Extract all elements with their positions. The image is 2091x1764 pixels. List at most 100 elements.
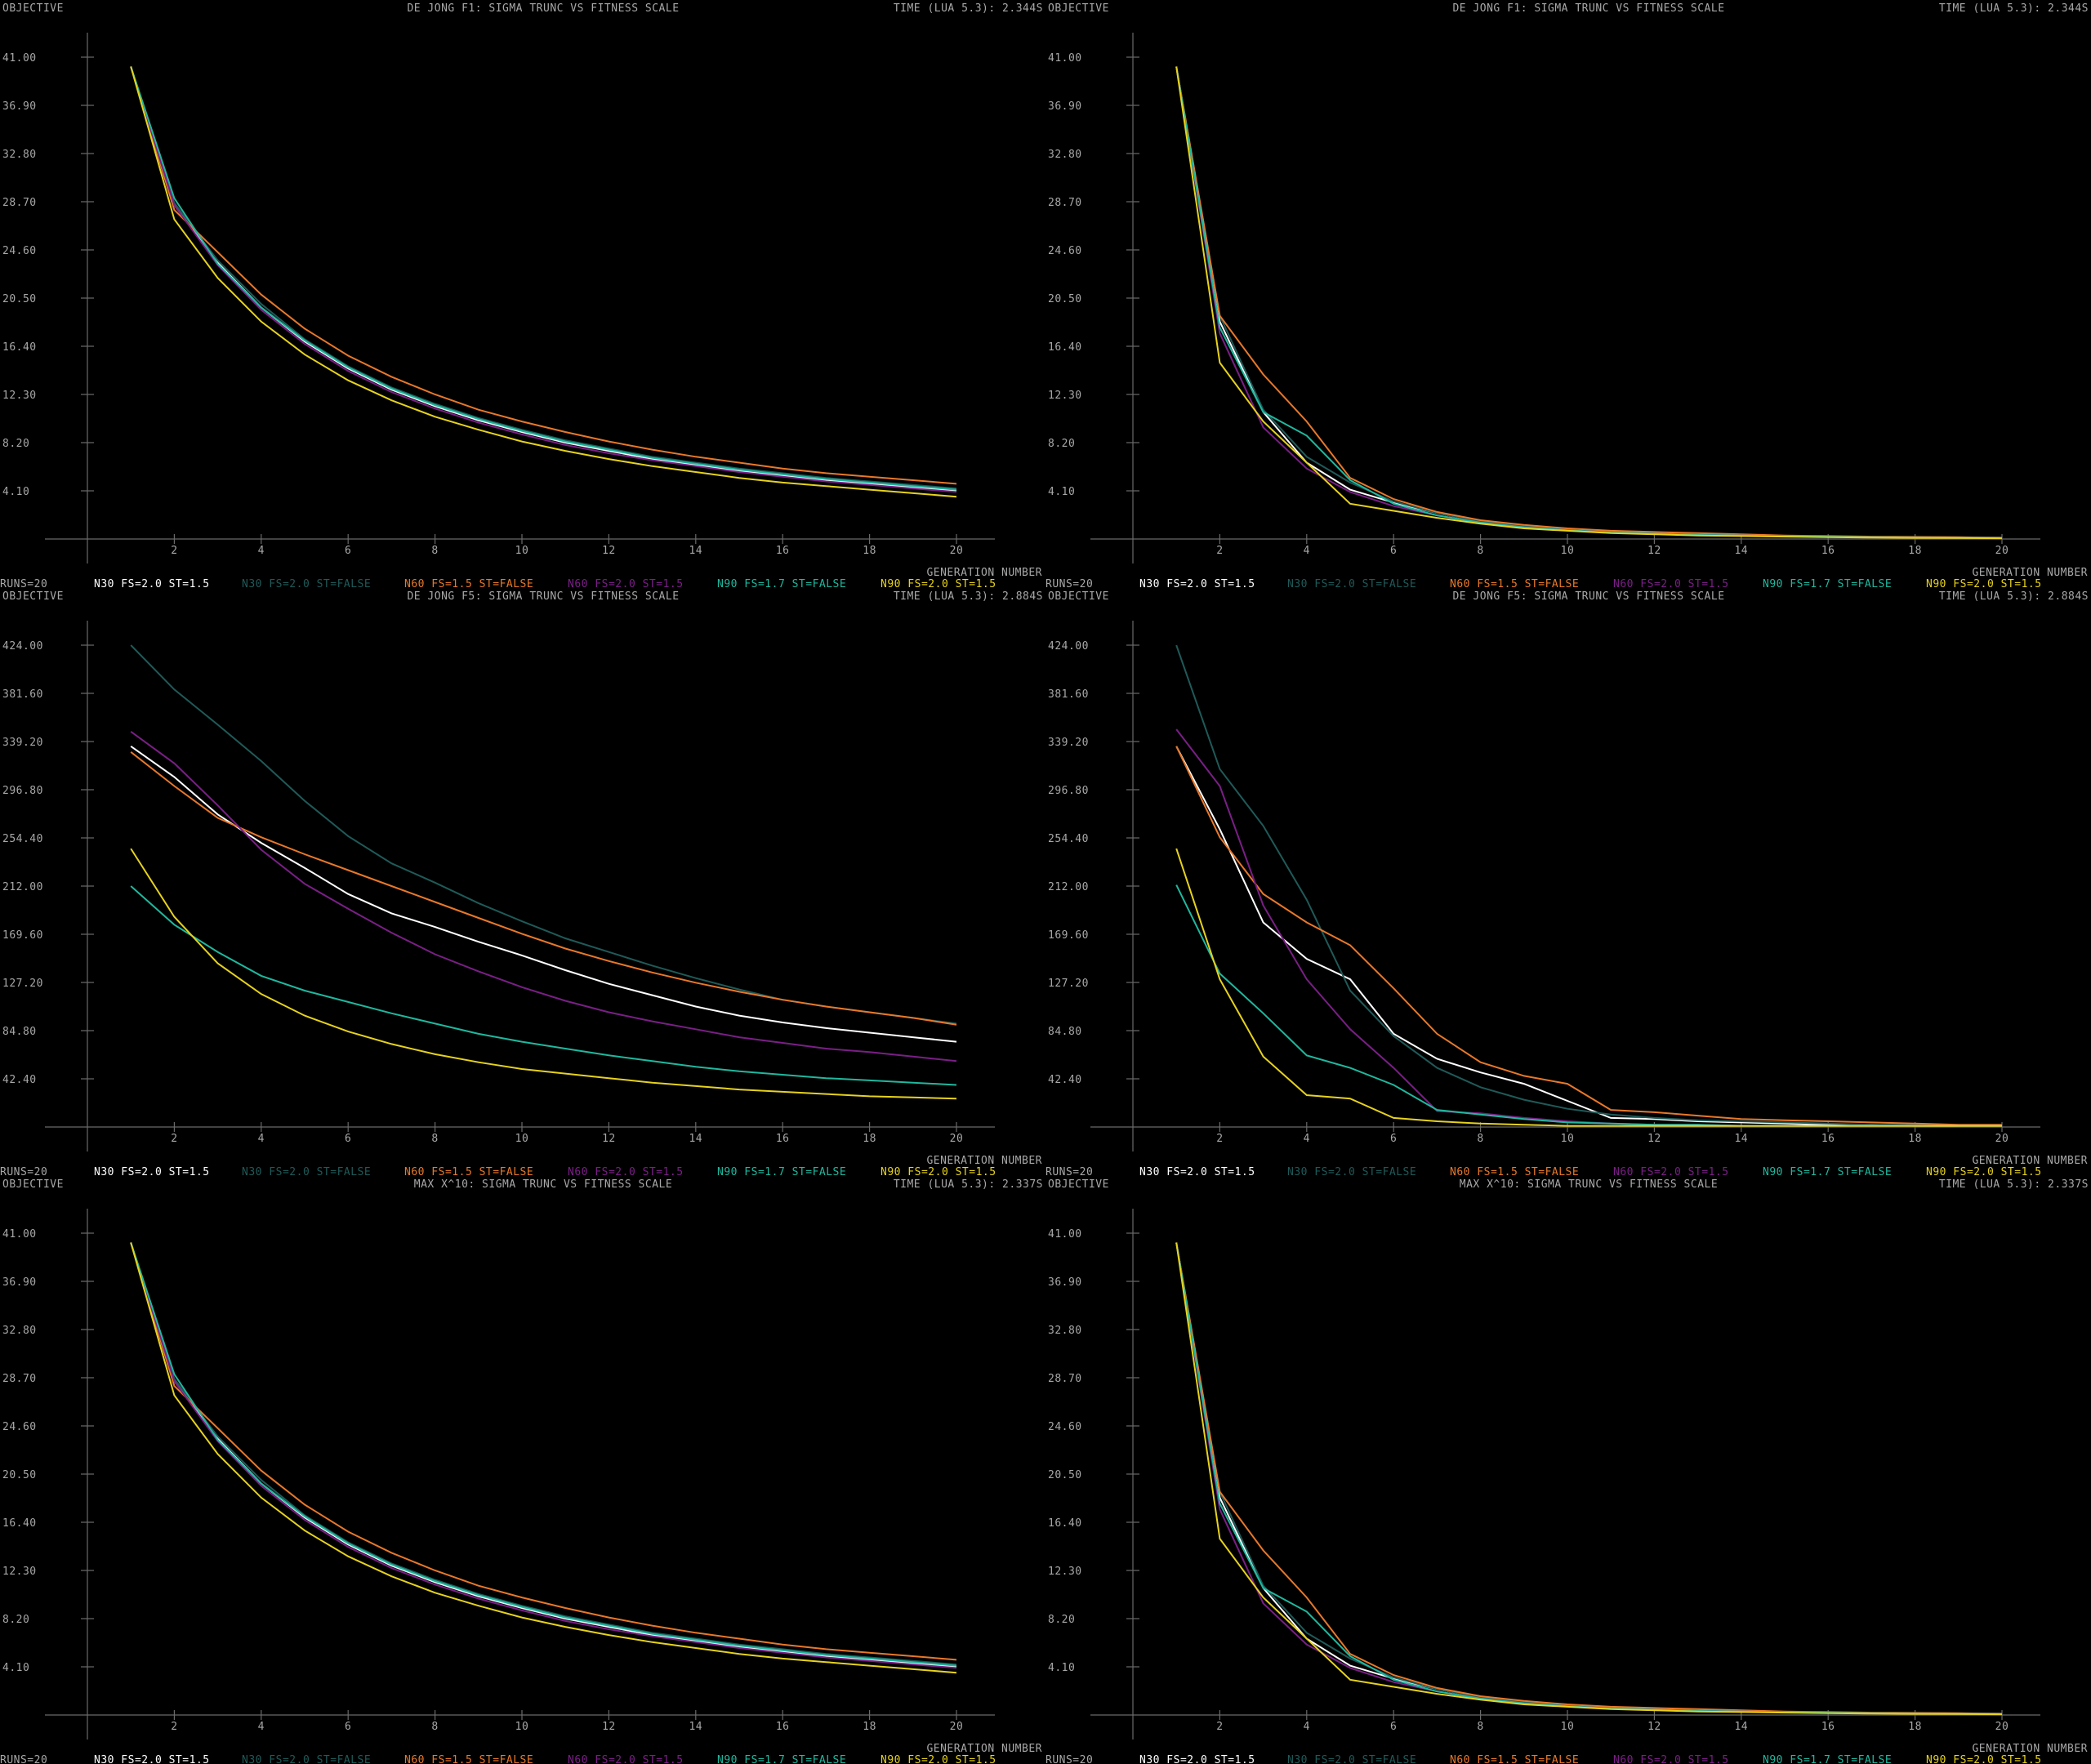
chart-title: DE JONG F1: SIGMA TRUNC VS FITNESS SCALE (1452, 2, 1724, 15)
y-axis-title: OBJECTIVE (1048, 2, 1109, 15)
series-line (1175, 1242, 2003, 1715)
series-line (1175, 66, 2003, 539)
x-tick-label: 18 (863, 545, 876, 557)
y-tick-label: 32.80 (2, 149, 37, 161)
x-tick-label: 14 (689, 1721, 702, 1733)
y-tick-label: 12.30 (2, 1566, 37, 1578)
y-tick-label: 12.30 (2, 390, 37, 402)
x-tick-label: 6 (1390, 1133, 1397, 1145)
legend-entry: N30 FS=2.0 ST=FALSE (1287, 1754, 1416, 1764)
x-tick-label: 10 (515, 545, 529, 557)
series-line (1175, 746, 2002, 1126)
y-tick-label: 4.10 (1048, 486, 1075, 498)
x-tick-label: 16 (776, 1133, 790, 1145)
x-tick-label: 2 (1216, 545, 1223, 557)
x-tick-label: 14 (1734, 1133, 1748, 1145)
legend-entry: N90 FS=2.0 ST=1.5 (1926, 1754, 2042, 1764)
series-line (130, 1242, 957, 1661)
y-tick-label: 254.40 (1048, 833, 1089, 845)
legend-entry: N30 FS=2.0 ST=FALSE (242, 1166, 371, 1178)
series-line (1175, 1242, 2003, 1715)
legend-entry: N60 FS=2.0 ST=1.5 (568, 578, 684, 590)
line-chart: OBJECTIVE MAX X^10: SIGMA TRUNC VS FITNES… (0, 1178, 1043, 1764)
y-tick-label: 36.90 (2, 1276, 37, 1289)
y-tick-label: 4.10 (2, 1662, 29, 1674)
time-label: TIME (LUA 5.3): 2.884S (894, 590, 1043, 603)
series-line (1175, 1242, 2003, 1715)
time-label: TIME (LUA 5.3): 2.884S (1939, 590, 2089, 603)
y-tick-label: 28.70 (1048, 197, 1082, 209)
legend-entry: N30 FS=2.0 ST=1.5 (94, 1754, 210, 1764)
legend-entry: N90 FS=1.7 ST=FALSE (1763, 578, 1892, 590)
runs-label: RUNS=20 (0, 1754, 47, 1764)
x-tick-label: 14 (689, 1133, 702, 1145)
y-tick-label: 254.40 (2, 833, 43, 845)
legend-entry: N90 FS=1.7 ST=FALSE (717, 1754, 846, 1764)
y-tick-label: 36.90 (1048, 100, 1082, 113)
legend-entry: N60 FS=1.5 ST=FALSE (1450, 578, 1579, 590)
chart-panel: OBJECTIVE DE JONG F5: SIGMA TRUNC VS FITN… (1046, 588, 2091, 1178)
legend-entry: N30 FS=2.0 ST=FALSE (1287, 1166, 1416, 1178)
x-tick-label: 4 (258, 1133, 265, 1145)
x-tick-label: 12 (1647, 545, 1661, 557)
y-tick-label: 41.00 (1048, 1228, 1082, 1241)
line-chart: OBJECTIVE DE JONG F1: SIGMA TRUNC VS FITN… (1046, 2, 2089, 590)
x-tick-label: 10 (515, 1721, 529, 1733)
legend-entry: N90 FS=2.0 ST=1.5 (881, 578, 996, 590)
y-tick-label: 212.00 (1048, 881, 1089, 893)
x-tick-label: 20 (1995, 1133, 2009, 1145)
line-chart: OBJECTIVE DE JONG F5: SIGMA TRUNC VS FITN… (0, 590, 1043, 1178)
y-tick-label: 8.20 (1048, 438, 1075, 450)
y-tick-label: 127.20 (2, 978, 43, 990)
y-axis-title: OBJECTIVE (2, 2, 64, 15)
x-tick-label: 20 (950, 1133, 964, 1145)
series-line (130, 745, 957, 1043)
y-tick-label: 169.60 (2, 929, 43, 942)
y-tick-label: 24.60 (2, 245, 37, 257)
y-tick-label: 381.60 (1048, 688, 1089, 701)
y-axis-title: OBJECTIVE (1048, 1178, 1109, 1191)
series-line (130, 66, 957, 490)
x-tick-label: 6 (345, 1721, 351, 1733)
legend-entry: N30 FS=2.0 ST=1.5 (1139, 1166, 1255, 1178)
legend-entry: N90 FS=2.0 ST=1.5 (881, 1166, 996, 1178)
y-tick-label: 339.20 (1048, 737, 1089, 749)
y-tick-label: 381.60 (2, 688, 43, 701)
x-axis-title: GENERATION NUMBER (1972, 1155, 2088, 1167)
x-tick-label: 8 (1477, 1721, 1483, 1733)
series-line (130, 1242, 957, 1667)
x-tick-label: 6 (345, 1133, 351, 1145)
time-label: TIME (LUA 5.3): 2.344S (1939, 2, 2089, 15)
x-tick-label: 20 (950, 545, 964, 557)
series-line (130, 751, 957, 1026)
x-tick-label: 2 (1216, 1133, 1223, 1145)
y-tick-label: 16.40 (2, 1517, 37, 1530)
y-tick-label: 84.80 (1048, 1026, 1082, 1038)
series-line (130, 730, 957, 1062)
y-tick-label: 12.30 (1048, 1566, 1082, 1578)
legend-entry: N30 FS=2.0 ST=FALSE (1287, 578, 1416, 590)
legend-entry: N90 FS=2.0 ST=1.5 (881, 1754, 996, 1764)
x-tick-label: 10 (1561, 1133, 1575, 1145)
x-tick-label: 2 (1216, 1721, 1223, 1733)
chart-title: DE JONG F1: SIGMA TRUNC VS FITNESS SCALE (407, 2, 679, 15)
legend-entry: N90 FS=2.0 ST=1.5 (1926, 1166, 2042, 1178)
y-tick-label: 84.80 (2, 1026, 37, 1038)
x-tick-label: 4 (258, 545, 265, 557)
x-tick-label: 16 (1821, 1721, 1835, 1733)
y-tick-label: 28.70 (1048, 1373, 1082, 1385)
y-tick-label: 41.00 (2, 52, 37, 65)
series-line (130, 1242, 957, 1666)
x-tick-label: 6 (345, 545, 351, 557)
y-tick-label: 20.50 (1048, 293, 1082, 305)
line-chart: OBJECTIVE MAX X^10: SIGMA TRUNC VS FITNES… (1046, 1178, 2089, 1764)
legend-entry: N90 FS=2.0 ST=1.5 (1926, 578, 2042, 590)
x-tick-label: 10 (1561, 545, 1575, 557)
y-tick-label: 424.00 (1048, 640, 1089, 653)
x-axis-title: GENERATION NUMBER (926, 1155, 1042, 1167)
y-tick-label: 20.50 (1048, 1469, 1082, 1481)
x-tick-label: 2 (171, 1133, 177, 1145)
x-tick-label: 8 (431, 1133, 438, 1145)
x-tick-label: 4 (1304, 1721, 1310, 1733)
runs-label: RUNS=20 (0, 1166, 47, 1178)
